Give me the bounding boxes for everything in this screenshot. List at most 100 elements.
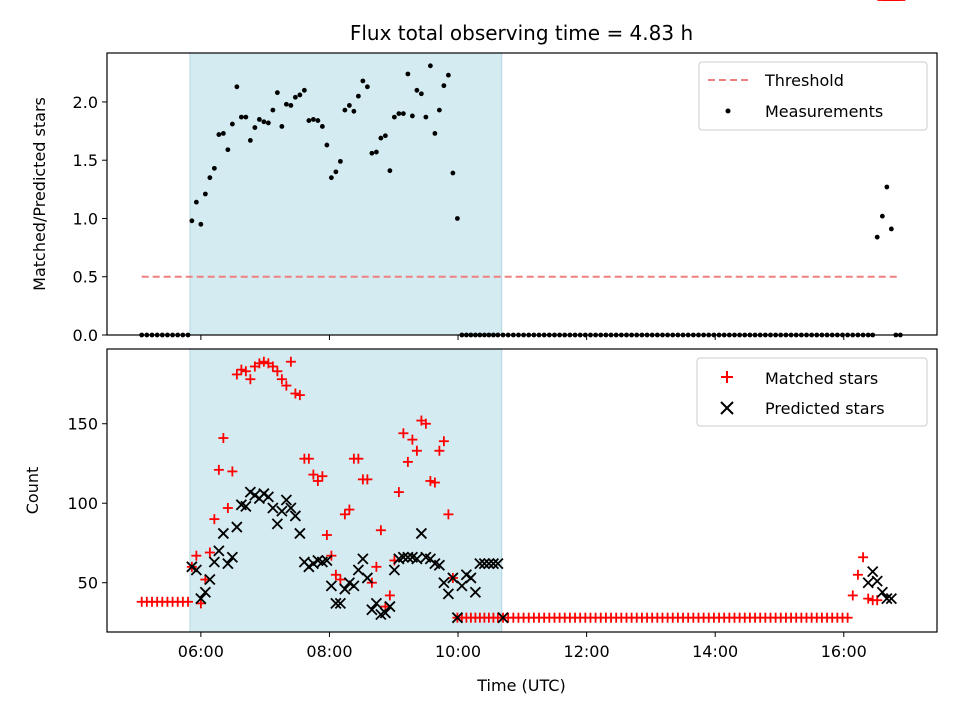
predicted-star-point [487,557,500,570]
matched-star-point [842,612,853,623]
bottom-plot-frame [106,348,938,633]
matched-star-point [407,434,418,445]
measurement-point [333,169,339,175]
matched-star-point [344,504,355,515]
measurement-point [247,137,253,143]
predicted-star-point [862,577,874,589]
predicted-star-point [217,527,230,540]
predicted-star-point [456,580,468,592]
matched-star-point [398,428,409,439]
x-tick-label: 12:00 [564,642,610,661]
predicted-star-point [402,551,414,563]
measurement-point [888,226,894,232]
predicted-star-point [497,612,509,624]
predicted-star-point [478,557,491,570]
matched-star-point [303,453,314,464]
measurement-point [288,103,294,108]
measurement-point [292,94,298,100]
measurement-point [879,213,885,219]
matched-star-point [258,356,269,367]
matched-star-point [213,464,224,475]
predicted-star-point [267,502,279,514]
matched-star-point [858,552,869,563]
matched-star-point [204,547,215,558]
measurement-point [373,149,379,155]
legend-predicted-swatch [720,401,734,415]
measurement-point [261,119,267,125]
measurement-point [387,168,393,174]
top-legend: Threshold Measurements [698,61,928,131]
predicted-star-point [271,518,284,530]
measurement-point [310,117,316,122]
predicted-star-point [334,597,347,610]
measurement-point [342,107,348,113]
predicted-star-point [352,564,365,576]
measurement-point [301,87,307,93]
y-tick-label: 50 [78,574,98,593]
y-tick-label: 1.5 [73,151,98,170]
matched-star-point [443,509,454,520]
measurement-point [198,221,204,227]
measurement-point [256,117,262,122]
legend-threshold-label: Threshold [764,71,844,90]
predicted-star-point [451,612,464,624]
matched-star-point [425,475,436,486]
measurement-point [270,107,276,113]
predicted-star-point [357,553,369,565]
bottom-legend: Matched stars Predicted stars [696,357,928,427]
matched-star-point [236,364,247,375]
predicted-star-point [339,583,351,595]
legend-measurements-swatch [725,108,731,114]
measurement-point [454,216,460,221]
measurement-point [220,131,226,136]
measurement-point [400,111,406,116]
measurement-point [396,111,402,116]
predicted-star-point [289,510,302,522]
x-axis-label: Time (UTC) [476,676,565,695]
measurement-point [202,191,208,197]
top-x-axis-ticks [200,335,845,340]
predicted-stars-series [186,486,897,624]
predicted-star-point [465,572,477,584]
measurement-point [346,103,352,108]
measurement-point [189,218,195,224]
measurement-point [427,63,433,69]
matched-star-point [240,366,251,377]
measurement-point [351,108,357,114]
matched-star-point [317,471,328,482]
measurement-point [207,175,213,181]
predicted-star-point [397,551,410,563]
matched-star-point [411,445,422,456]
measurement-point [414,87,420,93]
observing-window-span [189,52,503,336]
predicted-star-point [276,505,288,517]
bottom-legend-box [696,357,928,427]
measurement-point [418,91,424,97]
measurement-point [283,101,289,107]
predicted-star-point [379,607,392,619]
measurement-point [297,92,303,98]
top-panel: 0.00.51.01.52.0 Matched/Predicted stars … [30,52,938,345]
matched-star-point [218,433,229,444]
chart-title: Flux total observing time = 4.83 h [350,21,693,45]
predicted-star-point [262,491,275,503]
predicted-star-point [199,586,212,598]
measurement-point [274,90,280,96]
matched-star-point [222,502,233,513]
measurement-point [441,83,447,89]
predicted-star-point [231,521,243,533]
predicted-star-point [366,604,378,616]
measurement-point [225,147,231,153]
measurement-point [229,121,235,127]
matched-star-point [393,487,404,498]
measurement-point [216,132,222,137]
measurement-point [193,199,199,205]
legend-measurements-label: Measurements [765,102,883,121]
predicted-star-point [190,564,203,576]
predicted-star-point [285,502,297,514]
predicted-star-point [415,527,428,540]
measurement-point [369,150,375,156]
predicted-star-point [361,572,374,584]
matched-star-point [191,550,202,561]
predicted-star-point [411,553,423,565]
